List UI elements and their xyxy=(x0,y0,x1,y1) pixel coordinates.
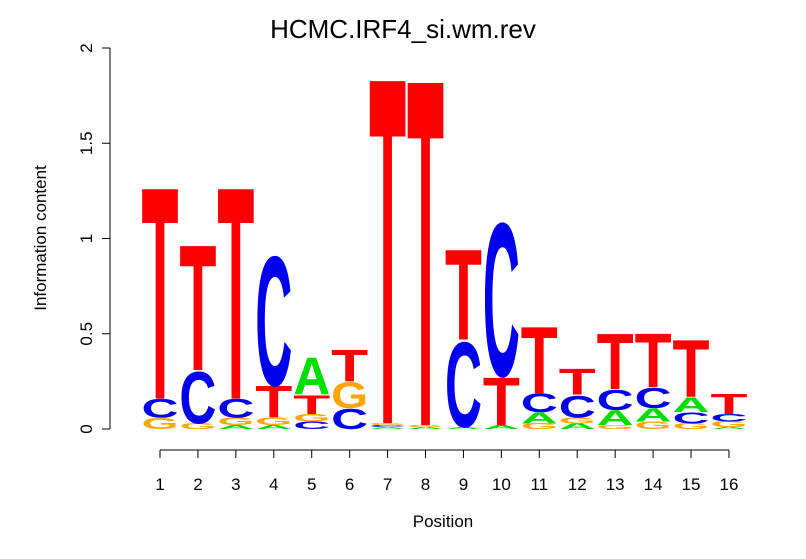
logo-letter-t: T xyxy=(369,0,406,530)
logo-letter-a: A xyxy=(635,405,672,426)
x-tick-label: 10 xyxy=(492,475,511,494)
y-axis-label: Information content xyxy=(31,165,50,311)
logo-letter-g: G xyxy=(521,422,558,431)
logo-letter-g: G xyxy=(293,412,330,424)
logo-letter-t: T xyxy=(597,317,634,406)
logo-letter-g: G xyxy=(710,420,747,429)
y-tick-label: 1 xyxy=(77,234,96,243)
logo-letter-a: A xyxy=(445,427,482,430)
y-tick-label: 0.5 xyxy=(77,322,96,346)
logo-letter-t: T xyxy=(635,317,672,404)
x-tick-label: 1 xyxy=(155,475,164,494)
logo-letter-c: C xyxy=(597,383,634,416)
y-tick-label: 0 xyxy=(77,424,96,433)
logo-letter-g: G xyxy=(179,422,216,431)
logo-letter-a: A xyxy=(673,393,710,416)
logo-letter-t: T xyxy=(559,362,596,403)
x-tick-label: 5 xyxy=(307,475,316,494)
logo-letter-t: T xyxy=(293,390,331,419)
logo-letter-c: C xyxy=(179,357,216,440)
x-tick-label: 4 xyxy=(269,475,278,494)
logo-letter-c: C xyxy=(445,316,482,453)
logo-letter-c: C xyxy=(331,402,368,435)
logo-letter-t: T xyxy=(331,342,368,392)
y-tick-label: 2 xyxy=(77,43,96,52)
logo-letter-t: T xyxy=(673,324,710,415)
x-tick-label: 3 xyxy=(231,475,240,494)
logo-letter-t: T xyxy=(483,363,520,440)
logo-letter-a: A xyxy=(597,407,634,430)
logo-letter-g: G xyxy=(369,423,406,426)
x-tick-label: 13 xyxy=(606,475,625,494)
logo-letter-a: A xyxy=(559,422,596,431)
logo-letter-g: G xyxy=(217,416,254,428)
logo-letter-c: C xyxy=(521,388,558,418)
logo-letter-t: T xyxy=(710,388,747,420)
x-axis-ticks: 1 2 3 4 5 6 7 8 9 10 11 12 13 14 15 16 xyxy=(155,450,738,494)
y-tick-label: 1.5 xyxy=(77,131,96,155)
logo-letter-g: G xyxy=(673,422,710,431)
logo-letter-c: C xyxy=(483,177,520,422)
y-axis-ticks: 0 0.5 1 1.5 2 xyxy=(77,43,110,434)
logo-letter-t: T xyxy=(407,0,444,532)
logo-letter-c: C xyxy=(369,425,406,428)
logo-letter-c: C xyxy=(255,218,292,425)
logo-letter-a: A xyxy=(369,427,406,430)
logo-letter-g: G xyxy=(559,416,596,425)
logo-letter-t: T xyxy=(142,124,179,464)
logo-letter-g: G xyxy=(255,416,292,428)
logo-letter-g: G xyxy=(142,415,179,433)
x-tick-label: 6 xyxy=(345,475,354,494)
x-tick-label: 16 xyxy=(719,475,738,494)
logo-letter-t: T xyxy=(521,307,558,413)
logo-letter-t: T xyxy=(179,208,216,409)
logo-letter-c: C xyxy=(710,412,747,424)
logo-letter-a: A xyxy=(217,424,254,430)
logo-letter-a: A xyxy=(483,424,520,430)
logo-letter-c: C xyxy=(293,420,330,432)
logo-letter-c: C xyxy=(141,394,178,424)
logo-letter-c: C xyxy=(635,382,672,415)
x-tick-label: 14 xyxy=(644,475,663,494)
logo-letter-t: T xyxy=(255,378,292,428)
logo-letter-g: G xyxy=(597,424,634,430)
logo-letter-g: G xyxy=(331,375,368,417)
x-tick-label: 9 xyxy=(459,475,468,494)
x-tick-label: 12 xyxy=(568,475,587,494)
x-tick-label: 2 xyxy=(193,475,202,494)
logo-letter-a: A xyxy=(293,348,330,407)
logo-letter-a: A xyxy=(521,409,558,427)
logo-letter-c: C xyxy=(217,394,254,424)
logo-letter-c: C xyxy=(559,389,596,425)
x-tick-label: 15 xyxy=(682,475,701,494)
x-tick-label: 8 xyxy=(421,475,430,494)
logo-letter-t: T xyxy=(445,223,482,368)
logo-letter-a: A xyxy=(255,424,292,430)
x-tick-label: 7 xyxy=(383,475,392,494)
logo-letter-g: G xyxy=(635,420,672,432)
chart-title: HCMC.IRF4_si.wm.rev xyxy=(270,14,536,44)
logo-letter-g: G xyxy=(407,425,444,428)
logo-letter-t: T xyxy=(217,124,254,464)
x-axis-label: Position xyxy=(413,512,473,531)
logo-letter-c: C xyxy=(673,409,710,427)
logo-letter-a: A xyxy=(407,427,444,430)
x-tick-label: 11 xyxy=(530,475,548,494)
logo-letter-a: A xyxy=(710,427,747,430)
